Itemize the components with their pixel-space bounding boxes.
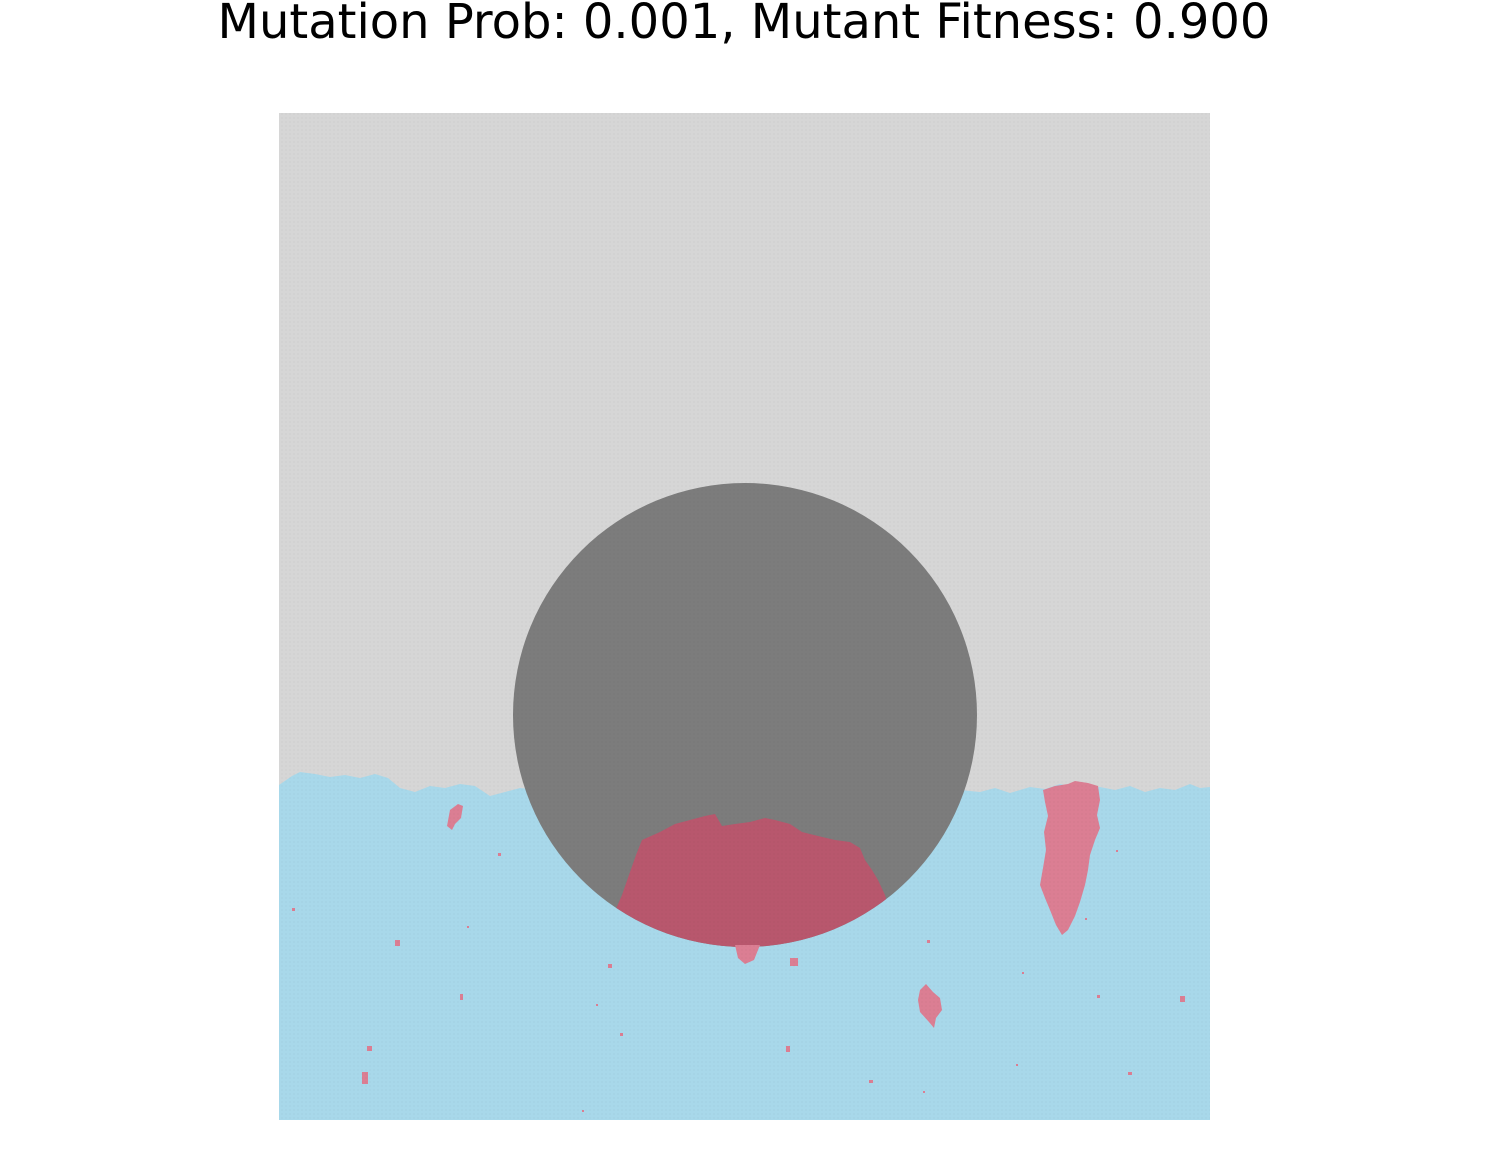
lattice-texture [279, 113, 1210, 1120]
figure-title: Mutation Prob: 0.001, Mutant Fitness: 0.… [217, 0, 1271, 50]
